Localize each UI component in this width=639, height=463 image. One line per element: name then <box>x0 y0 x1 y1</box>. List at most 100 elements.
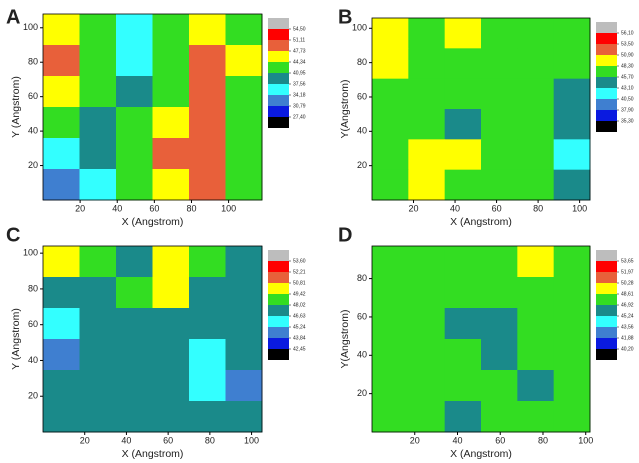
contour-cell <box>116 308 153 340</box>
colorbar-box <box>268 95 289 106</box>
colorbar-label: 30,79 <box>293 103 306 109</box>
y-tick-label: 40 <box>28 355 38 365</box>
contour-cell <box>225 45 263 77</box>
colorbar-box <box>268 272 289 283</box>
x-tick-label: 100 <box>221 203 236 213</box>
colorbar-label: 46,92 <box>621 302 634 308</box>
x-axis-label: X (Angstrom) <box>122 216 184 228</box>
colorbar-box <box>268 106 289 117</box>
y-tick-label: 60 <box>357 91 367 101</box>
contour-cell <box>481 48 518 80</box>
colorbar-label: 42,45 <box>293 346 306 352</box>
contour-cell <box>481 18 518 49</box>
colorbar-label: 53,60 <box>293 258 306 264</box>
y-tick-label: 20 <box>357 388 367 398</box>
colorbar-box <box>268 338 289 349</box>
colorbar-box <box>596 22 617 33</box>
colorbar-label: 37,56 <box>293 81 306 87</box>
colorbar-label: 54,50 <box>293 26 306 32</box>
contour-cell <box>517 169 555 201</box>
contour-cell <box>553 169 591 201</box>
contour-cell <box>408 78 446 110</box>
contour-cell <box>481 370 518 402</box>
contour-cell <box>408 48 446 80</box>
contour-cell <box>553 277 591 309</box>
contour-cell <box>189 277 226 309</box>
y-tick-label: 40 <box>357 350 367 360</box>
contour-cell <box>152 76 190 108</box>
x-tick-label: 80 <box>205 435 215 445</box>
x-axis-label: X (Angstrom) <box>450 448 512 460</box>
y-tick-label: 80 <box>357 57 367 67</box>
contour-cell <box>553 339 591 371</box>
y-tick-label: 100 <box>23 22 38 32</box>
contour-cell <box>408 139 446 171</box>
contour-cell <box>372 277 409 309</box>
x-tick-label: 40 <box>452 435 462 445</box>
colorbar-label: 52,21 <box>293 269 306 275</box>
contour-cell <box>553 401 591 433</box>
colorbar-box <box>596 338 617 349</box>
colorbar-label: 43,56 <box>621 324 634 330</box>
contour-cell <box>517 78 555 110</box>
contour-cell <box>225 401 263 433</box>
contour-cell <box>553 308 591 340</box>
contour-cell <box>43 14 80 46</box>
contour-cell <box>152 138 190 170</box>
contour-cell <box>444 78 482 110</box>
contour-cell <box>408 109 446 140</box>
contour-cell <box>372 78 409 110</box>
contour-cell <box>517 339 555 371</box>
contour-cell <box>444 48 482 80</box>
contour-cell <box>444 18 482 49</box>
y-tick-label: 20 <box>28 391 38 401</box>
plot-frame <box>371 17 591 201</box>
x-tick-label: 60 <box>149 203 159 213</box>
contour-cell <box>372 139 409 171</box>
contour-cell <box>43 401 80 433</box>
colorbar-box <box>596 99 617 110</box>
colorbar-label: 53,65 <box>621 258 634 264</box>
contour-cell <box>43 76 80 108</box>
colorbar-label: 56,10 <box>621 30 634 36</box>
x-tick-label: 60 <box>163 435 173 445</box>
colorbar-label: 50,28 <box>621 280 634 286</box>
y-tick-label: 60 <box>357 311 367 321</box>
contour-cell <box>152 45 190 77</box>
colorbar-box <box>596 327 617 338</box>
colorbar-box <box>268 250 289 261</box>
contour-cell <box>444 401 482 433</box>
colorbar-box <box>268 84 289 95</box>
y-axis-label: Y(Angstrom) <box>339 310 351 369</box>
contour-cell <box>152 246 190 278</box>
panel-label: D <box>338 224 352 246</box>
colorbar-box <box>596 250 617 261</box>
contour-cell <box>225 277 263 309</box>
y-tick-label: 40 <box>28 125 38 135</box>
x-tick-label: 20 <box>80 435 90 445</box>
contour-cell <box>189 339 226 371</box>
colorbar-label: 50,90 <box>621 52 634 58</box>
colorbar-label: 48,61 <box>621 291 634 297</box>
colorbar-label: 45,24 <box>293 324 306 330</box>
colorbar-box <box>596 110 617 121</box>
contour-cell <box>79 308 117 340</box>
contour-cell <box>43 339 80 371</box>
contour-cell <box>116 76 153 108</box>
contour-cell <box>79 76 117 108</box>
contour-cell <box>372 308 409 340</box>
contour-cell <box>152 277 190 309</box>
contour-cell <box>517 139 555 171</box>
contour-cell <box>116 339 153 371</box>
contour-cell <box>372 18 409 49</box>
contour-cell <box>43 45 80 77</box>
contour-cell <box>444 277 482 309</box>
contour-cell <box>481 139 518 171</box>
colorbar-box <box>268 62 289 73</box>
y-axis-label: Y (Angstrom) <box>10 308 22 370</box>
colorbar-label: 48,02 <box>293 302 306 308</box>
contour-cell <box>79 169 117 201</box>
x-tick-label: 20 <box>410 435 420 445</box>
contour-cell <box>116 246 153 278</box>
contour-cell <box>408 246 446 278</box>
